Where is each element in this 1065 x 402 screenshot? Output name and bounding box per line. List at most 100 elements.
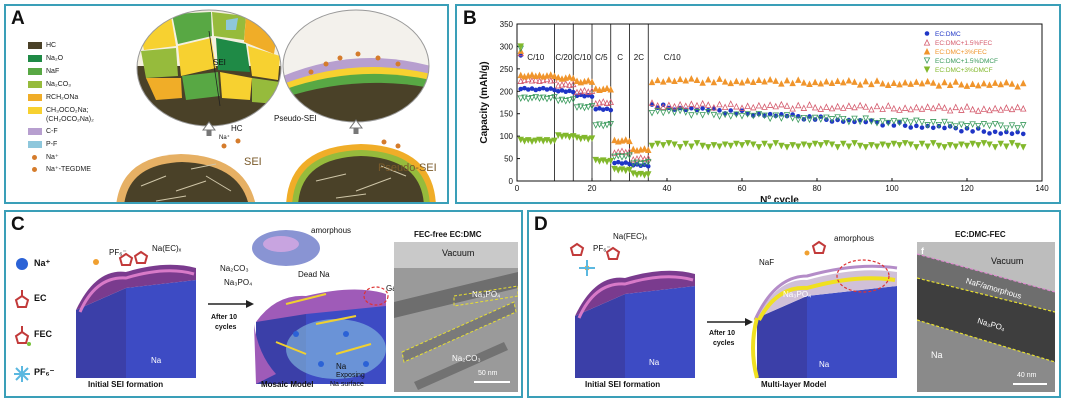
data-point	[896, 119, 903, 127]
data-point	[603, 84, 611, 92]
data-point	[885, 81, 892, 88]
data-point	[845, 76, 853, 84]
data-point	[721, 103, 729, 111]
data-point	[716, 100, 723, 108]
data-point	[660, 78, 667, 85]
legend-item: Na⁺-TEGDME	[28, 165, 91, 173]
data-point	[991, 120, 999, 128]
data-point	[1003, 78, 1010, 86]
data-point	[589, 94, 595, 99]
data-point	[840, 140, 847, 148]
data-point	[923, 48, 931, 55]
legend-label: NaF	[46, 68, 60, 75]
data-point	[573, 104, 581, 111]
data-point	[592, 85, 599, 92]
data-point	[923, 57, 931, 64]
data-point	[570, 89, 576, 95]
data-point	[755, 101, 763, 109]
data-point	[958, 80, 965, 88]
data-point	[637, 154, 644, 161]
caption-initial-sei-d: Initial SEI formation	[585, 380, 661, 389]
data-point	[716, 75, 723, 82]
data-point	[699, 142, 706, 150]
multilayer-cube	[751, 240, 898, 379]
data-point	[607, 98, 614, 106]
na-dot-icon	[32, 154, 37, 160]
data-point	[755, 111, 763, 118]
data-point	[762, 113, 767, 119]
panel-d-label: D	[534, 214, 548, 235]
data-point	[946, 81, 954, 89]
data-point	[641, 145, 648, 152]
tem-vacuum-label-d: Vacuum	[991, 256, 1024, 266]
data-point	[694, 107, 700, 113]
amorphous-label: amorphous	[311, 226, 352, 235]
y-tick-label: 150	[500, 110, 514, 119]
data-point	[596, 121, 603, 128]
data-point	[645, 163, 651, 169]
data-point	[795, 116, 802, 124]
data-point	[622, 167, 629, 175]
after-cycles-line2-d: cycles	[713, 340, 735, 347]
legend-label-2: (CH₂OCO₂Na)₂	[46, 116, 94, 123]
data-point	[778, 80, 785, 87]
legend-item: C-F	[28, 128, 58, 135]
na-fec-label: Na(FEC)ₓ	[613, 232, 648, 241]
na-cube-left-label-d: Na	[649, 358, 660, 367]
data-point	[800, 114, 808, 122]
data-point	[721, 141, 729, 148]
data-point	[828, 116, 836, 123]
data-point	[626, 152, 633, 159]
naf-label: NaF	[759, 258, 775, 267]
data-point	[581, 104, 588, 112]
legend-swatch	[28, 68, 42, 75]
data-point	[566, 73, 573, 80]
data-point	[930, 104, 937, 112]
data-point	[923, 39, 931, 46]
data-point	[896, 142, 903, 149]
data-point	[1003, 125, 1010, 132]
data-point	[603, 121, 611, 129]
data-point	[913, 117, 920, 125]
data-point	[959, 128, 964, 134]
data-point	[688, 100, 695, 107]
data-point	[533, 87, 539, 93]
data-point	[710, 104, 718, 111]
data-point	[901, 104, 909, 111]
data-point	[963, 142, 971, 150]
legend-label: Na₂CO₃	[46, 81, 72, 88]
data-point	[716, 113, 723, 120]
capacity-chart: 0 20 40 60 80 100 120 140 0 50 100 150 200 250 300 350 N…	[479, 20, 1049, 202]
data-point	[676, 100, 684, 108]
pseudo-sei-zoom-label: Pseudo-SEI	[274, 114, 317, 123]
data-point	[612, 160, 617, 166]
x-tick-label: 40	[663, 184, 672, 193]
legend-item: Na₂O	[28, 55, 63, 62]
data-point	[856, 118, 864, 126]
data-point	[800, 141, 808, 148]
data-point	[890, 118, 898, 125]
legend-entry: EC:DMC+3%DMCF	[935, 67, 993, 74]
data-point	[577, 103, 584, 111]
data-point	[963, 123, 971, 130]
pseudo-sei-zoom	[283, 10, 429, 122]
pf6-molecule-icon	[579, 260, 595, 276]
legend-item: NaF	[28, 68, 59, 75]
data-point	[851, 103, 858, 111]
legend-label: Na⁺-TEGDME	[46, 166, 91, 173]
data-point	[615, 152, 622, 160]
data-point	[862, 115, 869, 123]
data-point	[890, 140, 898, 148]
data-point	[645, 154, 652, 162]
data-point	[540, 94, 547, 102]
data-point	[536, 77, 543, 84]
data-point	[879, 141, 886, 148]
data-point	[862, 77, 869, 85]
x-tick-label: 140	[1035, 184, 1049, 193]
data-point	[907, 105, 914, 113]
data-point	[958, 141, 965, 148]
data-point	[555, 81, 562, 89]
data-point	[913, 103, 920, 111]
data-point	[622, 153, 629, 160]
data-point	[600, 122, 607, 130]
